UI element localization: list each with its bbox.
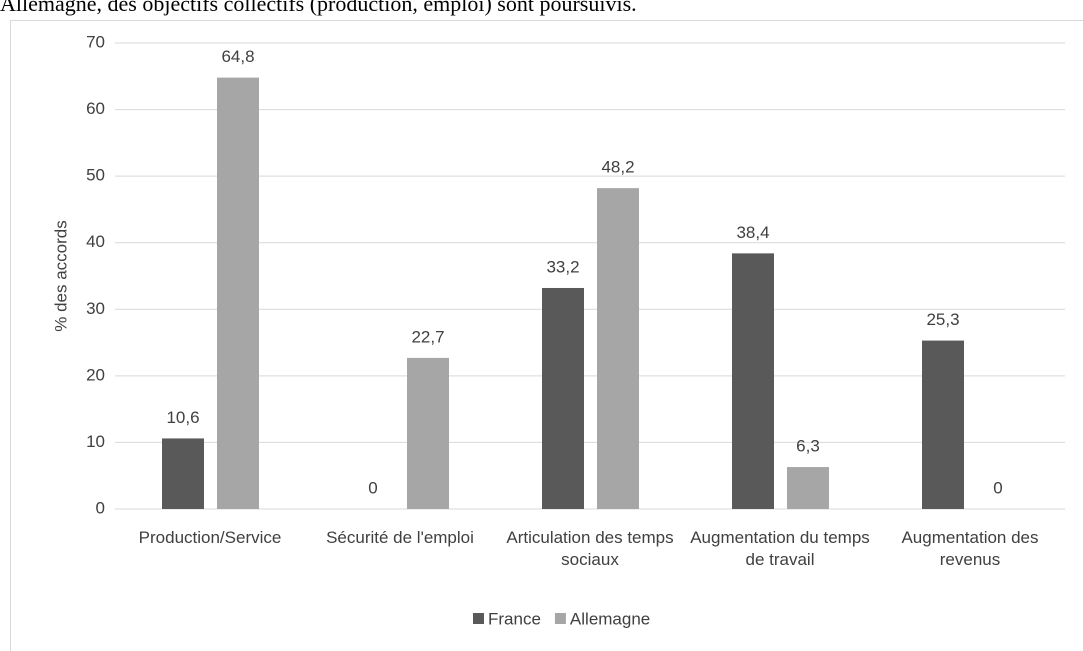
data-label: 25,3 bbox=[926, 310, 959, 329]
legend-label: France bbox=[488, 609, 541, 628]
bar bbox=[787, 467, 829, 509]
data-label: 6,3 bbox=[796, 437, 820, 456]
data-label: 0 bbox=[368, 478, 377, 497]
y-tick-label: 10 bbox=[86, 432, 105, 451]
legend-swatch bbox=[473, 613, 484, 624]
bar bbox=[732, 253, 774, 509]
y-tick-label: 20 bbox=[86, 365, 105, 384]
bar bbox=[542, 287, 584, 509]
bar bbox=[922, 340, 964, 509]
y-tick-label: 30 bbox=[86, 299, 105, 318]
y-axis-title: % des accords bbox=[51, 220, 70, 332]
legend-swatch bbox=[554, 613, 566, 624]
data-label: 33,2 bbox=[546, 257, 579, 276]
bar bbox=[407, 357, 449, 509]
bar bbox=[162, 438, 204, 509]
y-tick-label: 0 bbox=[96, 498, 105, 517]
data-label: 48,2 bbox=[601, 158, 634, 177]
data-label: 38,4 bbox=[736, 223, 769, 242]
y-tick-label: 70 bbox=[86, 32, 105, 51]
x-tick-label: Sécurité de l'emploi bbox=[326, 528, 474, 547]
x-tick-label: Production/Service bbox=[138, 528, 282, 547]
x-tick-label: Articulation des temps sociaux bbox=[506, 528, 674, 569]
y-tick-label: 50 bbox=[86, 166, 105, 185]
x-tick-label: Augmentation des revenus bbox=[901, 528, 1039, 569]
data-label: 0 bbox=[993, 478, 1002, 497]
bar bbox=[597, 188, 639, 509]
data-label: 22,7 bbox=[411, 327, 444, 346]
y-tick-label: 40 bbox=[86, 232, 105, 251]
bar bbox=[217, 77, 259, 510]
paragraph-text: Allemagne, des objectifs collectifs (pro… bbox=[0, 0, 637, 16]
y-tick-label: 60 bbox=[86, 99, 105, 118]
legend-label: Allemagne bbox=[570, 609, 650, 628]
chart-frame bbox=[10, 20, 1083, 651]
data-label: 10,6 bbox=[166, 408, 199, 427]
data-label: 64,8 bbox=[221, 47, 254, 66]
x-tick-label: Augmentation du temps de travail bbox=[690, 528, 870, 569]
